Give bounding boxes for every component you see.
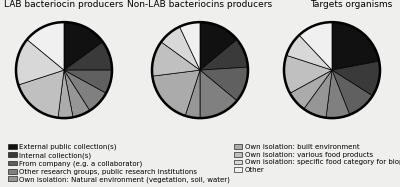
Wedge shape: [332, 61, 380, 96]
Wedge shape: [152, 42, 200, 76]
Wedge shape: [64, 70, 106, 111]
Wedge shape: [304, 70, 332, 118]
Text: LAB bacteriocin producers: LAB bacteriocin producers: [4, 0, 123, 9]
Wedge shape: [64, 70, 112, 93]
Wedge shape: [161, 27, 200, 70]
Text: Targets organisms: Targets organisms: [310, 0, 392, 9]
Wedge shape: [200, 22, 237, 70]
Wedge shape: [332, 70, 372, 115]
Wedge shape: [290, 70, 332, 109]
Wedge shape: [286, 35, 332, 70]
Wedge shape: [152, 70, 200, 116]
Wedge shape: [200, 39, 248, 70]
Wedge shape: [332, 22, 379, 70]
Wedge shape: [185, 70, 200, 118]
Wedge shape: [64, 70, 90, 117]
Wedge shape: [16, 39, 64, 85]
Wedge shape: [284, 55, 332, 93]
Wedge shape: [27, 22, 64, 70]
Title: Non-LAB bacteriocins producers: Non-LAB bacteriocins producers: [128, 0, 272, 9]
Wedge shape: [180, 22, 200, 70]
Legend: External public collection(s), Internal collection(s), From company (e.g. a coll: External public collection(s), Internal …: [8, 143, 400, 183]
Wedge shape: [200, 67, 248, 101]
Wedge shape: [18, 70, 64, 118]
Wedge shape: [326, 70, 350, 118]
Wedge shape: [200, 70, 237, 118]
Wedge shape: [299, 22, 332, 70]
Wedge shape: [64, 22, 103, 70]
Wedge shape: [64, 42, 112, 70]
Wedge shape: [58, 70, 73, 118]
